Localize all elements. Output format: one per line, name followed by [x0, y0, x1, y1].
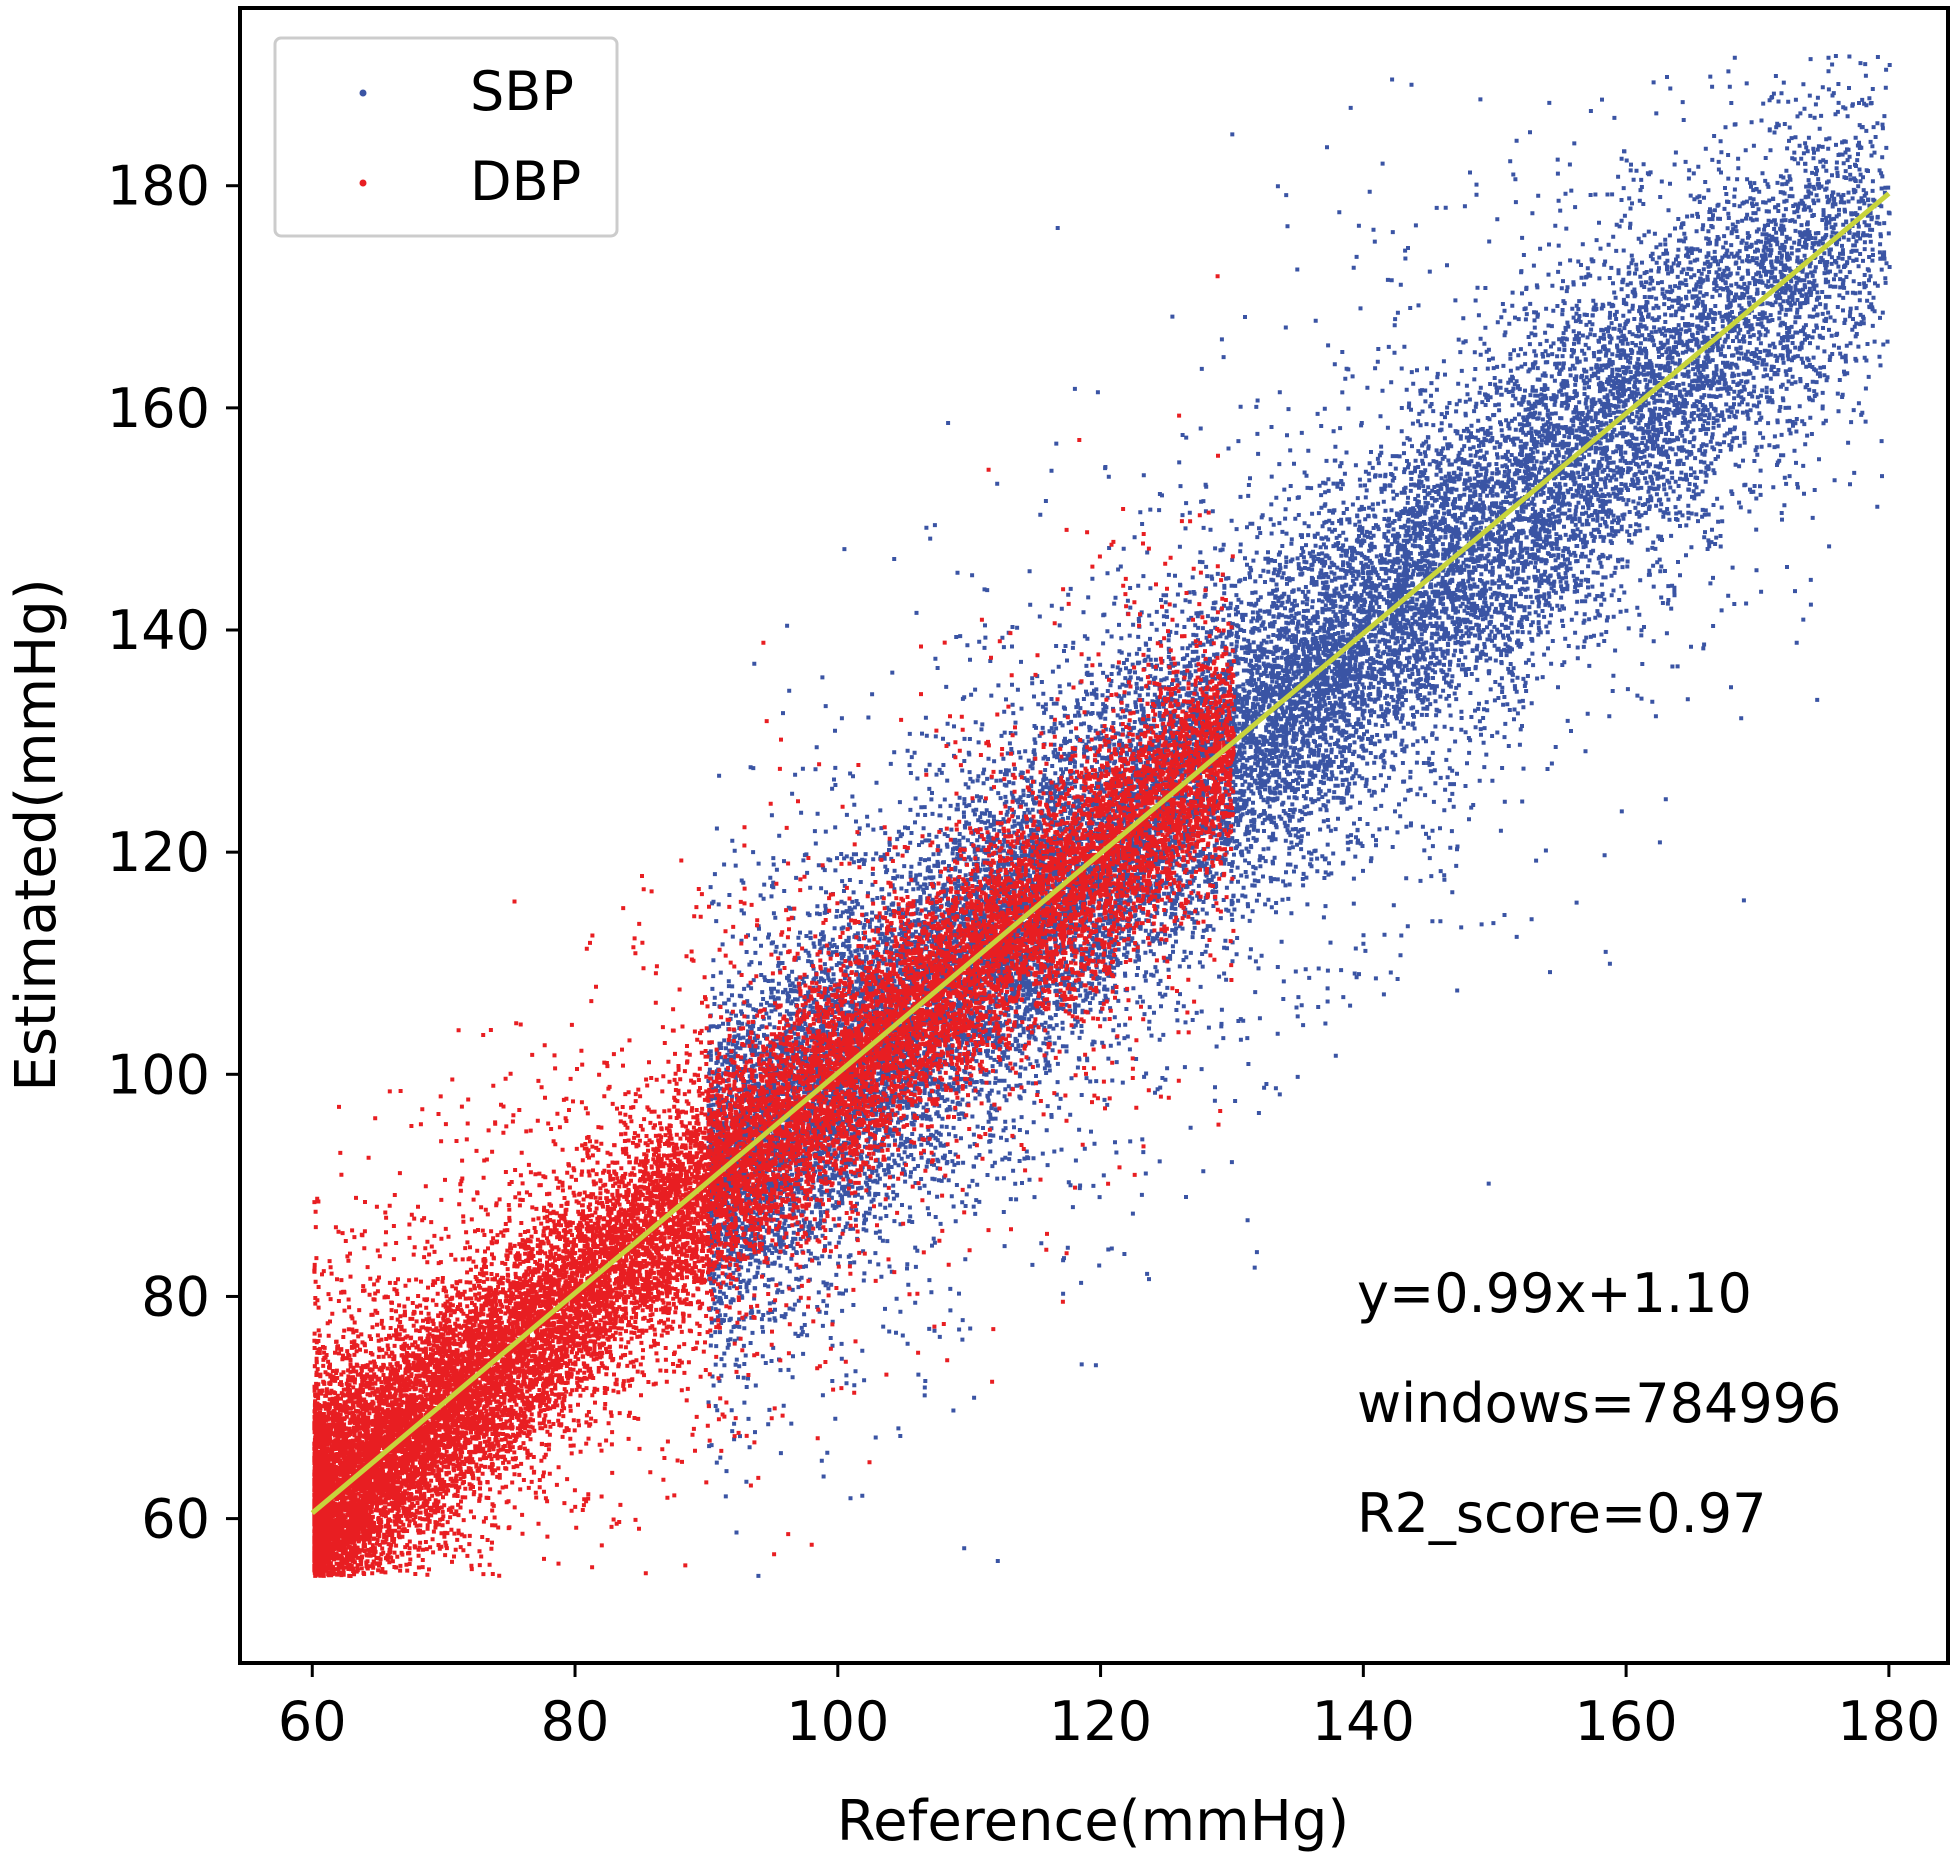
y-tick-label: 160	[107, 377, 210, 440]
series-dbp-markers	[312, 274, 1236, 1578]
legend-label-dbp: DBP	[470, 150, 581, 213]
annotation-r2-score: R2_score=0.97	[1357, 1482, 1766, 1545]
x-tick-label: 160	[1575, 1690, 1678, 1753]
y-axis-ticks: 60 80 100 120 140 160 180	[107, 155, 240, 1551]
annotation-windows: windows=784996	[1357, 1372, 1841, 1435]
series-sbp-markers	[706, 54, 1892, 1578]
legend-marker-sbp	[359, 89, 367, 97]
x-tick-label: 120	[1049, 1690, 1152, 1753]
series-sbp	[706, 54, 1892, 1578]
legend: SBP DBP	[273, 36, 619, 238]
x-tick-label: 60	[278, 1690, 347, 1753]
annotation-equation: y=0.99x+1.10	[1357, 1262, 1752, 1325]
x-axis-label: Reference(mmHg)	[837, 1789, 1349, 1854]
legend-marker-dbp	[359, 179, 367, 187]
legend-box	[273, 36, 619, 238]
y-tick-label: 140	[107, 599, 210, 662]
y-tick-label: 120	[107, 821, 210, 884]
plot-frame	[238, 6, 1950, 1665]
scatter-points	[312, 54, 1892, 1578]
x-tick-label: 100	[786, 1690, 889, 1753]
y-tick-label: 60	[141, 1488, 210, 1551]
x-tick-label: 180	[1837, 1690, 1940, 1753]
y-axis-label: Estimated(mmHg)	[4, 578, 69, 1091]
legend-label-sbp: SBP	[470, 60, 574, 123]
x-tick-label: 80	[541, 1690, 610, 1753]
series-dbp	[312, 274, 1236, 1578]
fit-line	[310, 191, 1891, 1515]
x-axis-ticks: 60 80 100 120 140 160 180	[278, 1663, 1940, 1753]
y-tick-label: 180	[107, 155, 210, 218]
y-tick-label: 80	[141, 1265, 210, 1328]
y-tick-label: 100	[107, 1043, 210, 1106]
fit-line-layer	[310, 191, 1891, 1515]
x-tick-label: 140	[1312, 1690, 1415, 1753]
